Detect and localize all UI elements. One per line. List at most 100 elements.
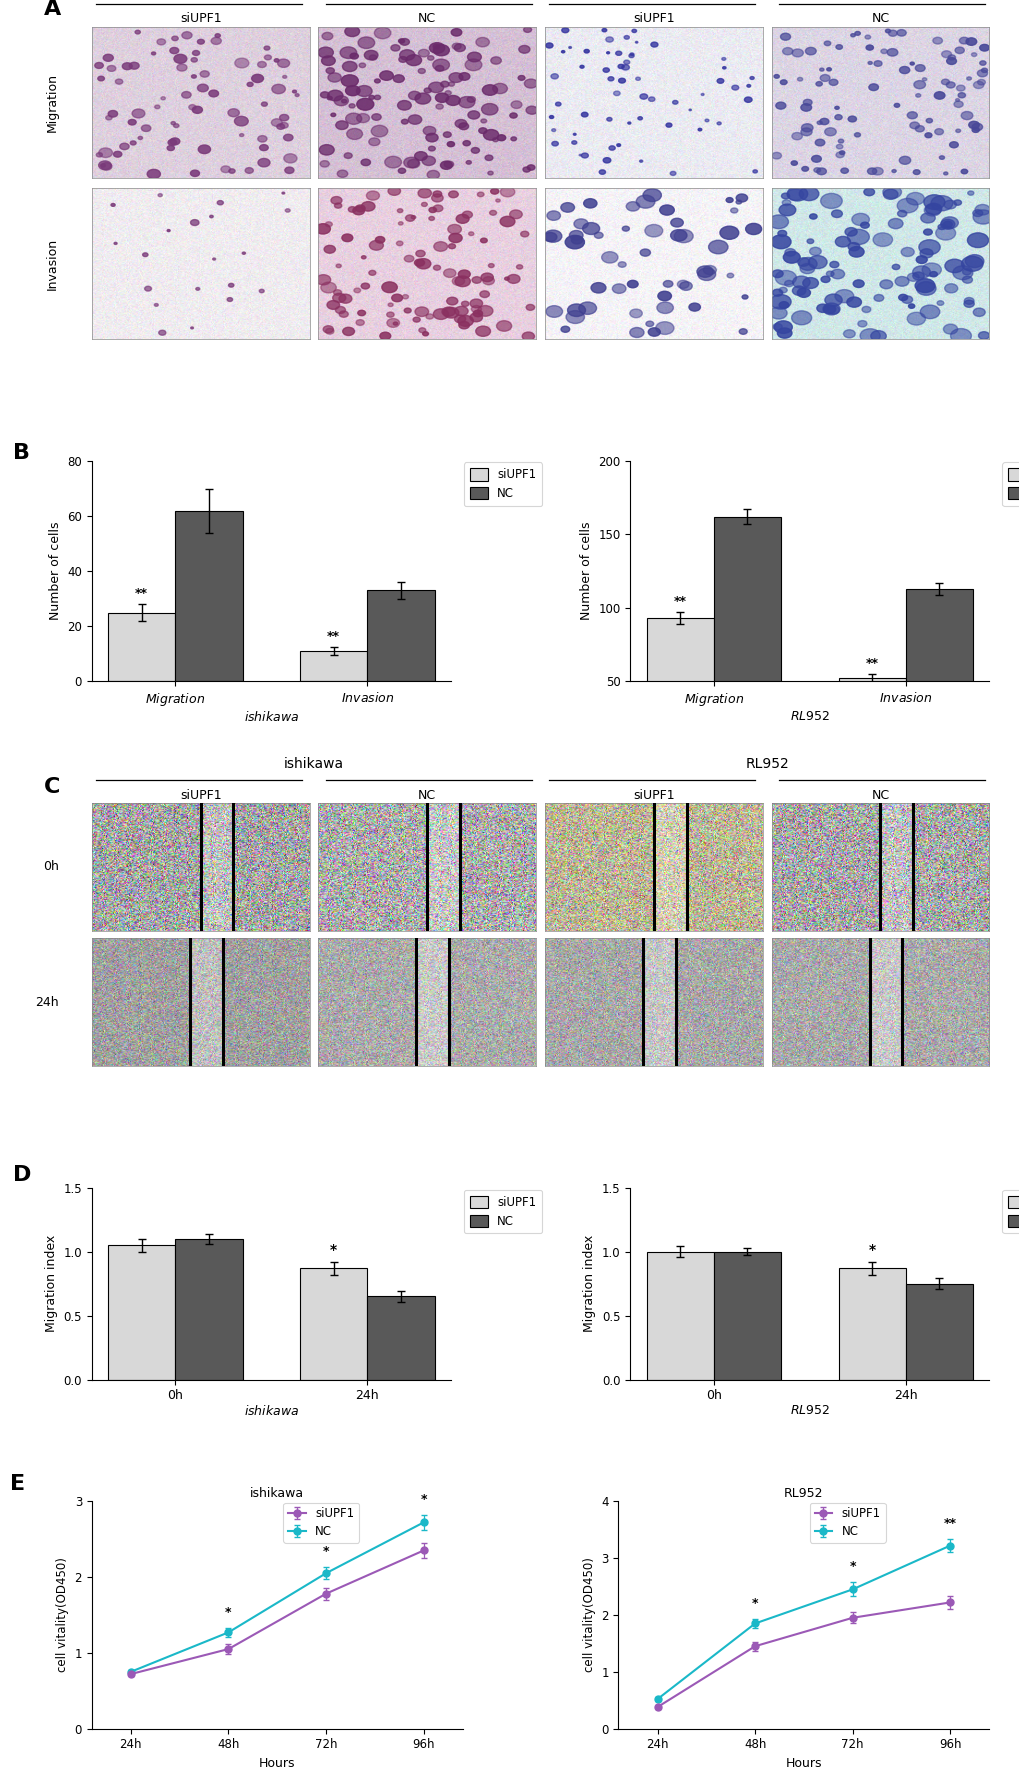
Circle shape bbox=[946, 57, 956, 64]
Circle shape bbox=[571, 236, 582, 245]
Circle shape bbox=[454, 119, 467, 128]
Circle shape bbox=[115, 80, 122, 83]
Circle shape bbox=[435, 92, 448, 103]
Circle shape bbox=[482, 277, 494, 285]
Y-axis label: Migration index: Migration index bbox=[45, 1236, 58, 1332]
Circle shape bbox=[803, 99, 811, 105]
Circle shape bbox=[516, 264, 522, 269]
Circle shape bbox=[906, 193, 923, 206]
Circle shape bbox=[258, 135, 267, 142]
Circle shape bbox=[327, 90, 342, 101]
Circle shape bbox=[333, 289, 341, 296]
Circle shape bbox=[418, 188, 431, 199]
Circle shape bbox=[472, 277, 481, 284]
Circle shape bbox=[361, 284, 369, 289]
Circle shape bbox=[496, 135, 505, 140]
Circle shape bbox=[963, 300, 973, 307]
Title: siUPF1: siUPF1 bbox=[633, 789, 674, 801]
Circle shape bbox=[252, 74, 263, 83]
Circle shape bbox=[171, 122, 175, 124]
Circle shape bbox=[955, 99, 959, 101]
Circle shape bbox=[959, 37, 968, 44]
Circle shape bbox=[390, 44, 399, 51]
Circle shape bbox=[616, 144, 620, 147]
Circle shape bbox=[271, 119, 282, 126]
Circle shape bbox=[416, 250, 425, 257]
Circle shape bbox=[697, 268, 715, 280]
Circle shape bbox=[327, 301, 339, 309]
Circle shape bbox=[960, 112, 972, 119]
Title: NC: NC bbox=[870, 12, 889, 25]
Circle shape bbox=[770, 234, 791, 248]
Circle shape bbox=[835, 115, 842, 121]
Circle shape bbox=[784, 248, 795, 255]
Circle shape bbox=[898, 294, 907, 301]
Circle shape bbox=[891, 170, 896, 172]
Circle shape bbox=[627, 280, 638, 287]
Circle shape bbox=[549, 115, 553, 119]
Circle shape bbox=[440, 161, 451, 170]
Circle shape bbox=[772, 323, 782, 330]
Circle shape bbox=[846, 298, 861, 307]
Circle shape bbox=[703, 266, 715, 275]
Circle shape bbox=[455, 215, 469, 223]
Circle shape bbox=[816, 121, 821, 124]
Circle shape bbox=[119, 144, 129, 149]
Circle shape bbox=[622, 227, 629, 230]
Circle shape bbox=[99, 161, 111, 170]
Circle shape bbox=[459, 96, 475, 108]
Circle shape bbox=[155, 105, 160, 108]
Circle shape bbox=[330, 113, 335, 117]
Circle shape bbox=[944, 284, 957, 293]
Circle shape bbox=[279, 115, 288, 121]
Circle shape bbox=[863, 188, 873, 195]
Circle shape bbox=[357, 98, 373, 110]
Circle shape bbox=[979, 44, 988, 51]
Circle shape bbox=[448, 234, 462, 243]
Circle shape bbox=[320, 92, 329, 98]
Circle shape bbox=[736, 193, 747, 202]
Circle shape bbox=[381, 282, 396, 293]
Circle shape bbox=[819, 119, 828, 124]
Bar bbox=[713, 1252, 781, 1379]
Circle shape bbox=[899, 156, 910, 165]
Circle shape bbox=[913, 80, 924, 89]
Circle shape bbox=[580, 66, 584, 67]
Circle shape bbox=[459, 122, 468, 129]
Circle shape bbox=[522, 332, 534, 340]
Circle shape bbox=[342, 328, 355, 335]
Circle shape bbox=[482, 85, 497, 96]
Circle shape bbox=[823, 41, 829, 46]
Circle shape bbox=[284, 167, 293, 174]
Circle shape bbox=[504, 277, 508, 280]
Circle shape bbox=[348, 105, 355, 108]
Circle shape bbox=[319, 145, 334, 154]
Circle shape bbox=[704, 119, 708, 122]
Circle shape bbox=[784, 280, 793, 287]
Circle shape bbox=[852, 280, 863, 287]
Circle shape bbox=[356, 319, 364, 326]
Circle shape bbox=[624, 60, 629, 64]
Circle shape bbox=[279, 122, 288, 128]
Circle shape bbox=[355, 206, 365, 211]
Circle shape bbox=[730, 207, 737, 213]
Circle shape bbox=[642, 188, 660, 202]
Circle shape bbox=[480, 238, 487, 243]
Circle shape bbox=[143, 254, 148, 257]
Circle shape bbox=[285, 209, 289, 213]
Circle shape bbox=[435, 105, 443, 110]
Circle shape bbox=[374, 80, 380, 83]
Circle shape bbox=[138, 137, 143, 140]
X-axis label: Hours: Hours bbox=[259, 1757, 296, 1769]
Circle shape bbox=[467, 96, 475, 103]
Circle shape bbox=[774, 271, 796, 285]
Circle shape bbox=[495, 199, 499, 202]
Circle shape bbox=[948, 55, 955, 60]
Circle shape bbox=[404, 158, 419, 168]
Circle shape bbox=[361, 202, 375, 211]
Circle shape bbox=[369, 138, 380, 145]
Legend: siUPF1, NC: siUPF1, NC bbox=[1002, 463, 1019, 507]
Circle shape bbox=[967, 191, 973, 195]
Circle shape bbox=[152, 51, 156, 55]
Circle shape bbox=[409, 90, 420, 99]
